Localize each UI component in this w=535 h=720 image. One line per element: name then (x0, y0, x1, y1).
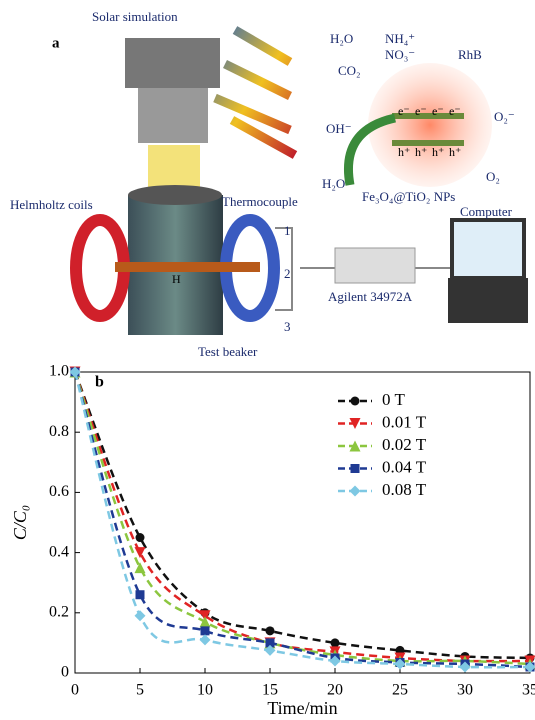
y-tick-label: 0 (61, 664, 69, 681)
label: RhB (458, 47, 482, 62)
marker (201, 626, 210, 635)
laptop-keys (448, 278, 528, 323)
hole: h⁺ (432, 145, 444, 159)
x-tick-label: 10 (197, 682, 213, 699)
series-line (75, 372, 530, 664)
label: NH₄⁺ (385, 31, 415, 46)
marker (350, 486, 361, 497)
label: Computer (460, 204, 513, 219)
label: CO₂ (338, 63, 361, 78)
legend-label: 0.08 T (382, 480, 427, 499)
label: Agilent 34972A (328, 289, 413, 304)
x-axis-label: Time/min (267, 698, 337, 718)
lamp (138, 88, 208, 143)
y-tick-label: 1.0 (49, 363, 69, 380)
label: H₂O (330, 31, 353, 46)
instrument (335, 248, 415, 283)
y-tick-label: 0.4 (49, 543, 69, 560)
figure: Solar simulation a H Helmholtz coils The… (0, 0, 535, 720)
marker (136, 590, 145, 599)
marker (135, 610, 146, 621)
marker (351, 464, 360, 473)
x-tick-label: 35 (522, 682, 535, 699)
x-tick-label: 30 (457, 682, 473, 699)
label: Fe₃O₄@TiO₂ NPs (362, 189, 455, 204)
y-tick-label: 0.2 (49, 603, 69, 620)
legend-label: 0.02 T (382, 435, 427, 454)
series-line (75, 372, 530, 667)
panel-label: b (95, 374, 104, 391)
marker (351, 397, 360, 406)
marker (135, 562, 146, 573)
hole: h⁺ (449, 145, 461, 159)
marker (200, 634, 211, 645)
y-tick-label: 0.8 (49, 423, 69, 440)
electron: e⁻ (415, 104, 427, 118)
label: H₂O (322, 176, 345, 191)
label: NO₃⁻ (385, 47, 415, 62)
beam (148, 145, 200, 190)
label: O₂⁻ (494, 109, 515, 124)
laptop (452, 220, 524, 278)
marker (136, 533, 145, 542)
electron: e⁻ (449, 104, 461, 118)
label: Test beaker (198, 344, 258, 359)
label: 1 (284, 223, 291, 238)
y-tick-label: 0.6 (49, 483, 69, 500)
label: Thermocouple (222, 194, 298, 209)
marker (135, 547, 146, 558)
x-tick-label: 0 (71, 682, 79, 699)
label: Helmholtz coils (10, 197, 93, 212)
light-arrows (215, 30, 295, 155)
electron: e⁻ (432, 104, 444, 118)
hole: h⁺ (398, 145, 410, 159)
electron: e⁻ (398, 104, 410, 118)
diagram: Solar simulation a H Helmholtz coils The… (10, 9, 528, 359)
label: O₂ (486, 169, 500, 184)
label: Solar simulation (92, 9, 178, 24)
legend-label: 0.01 T (382, 412, 427, 431)
marker (331, 638, 340, 647)
marker (266, 626, 275, 635)
legend-label: 0 T (382, 390, 405, 409)
label: OH⁻ (326, 121, 352, 136)
hole: h⁺ (415, 145, 427, 159)
x-tick-label: 15 (262, 682, 278, 699)
particle (368, 63, 492, 187)
label: 2 (284, 266, 291, 281)
plot-frame (75, 372, 530, 673)
y-axis-label: C/C₀ (10, 505, 30, 540)
chart: 0 5 10 15 20 25 30 35 0 0.2 0.4 0.6 0.8 1.0 Time/min C/… (10, 363, 535, 718)
label: H (172, 272, 181, 286)
x-tick-label: 5 (136, 682, 144, 699)
field-arrow (115, 262, 260, 272)
x-tick-label: 25 (392, 682, 408, 699)
label: 3 (284, 319, 291, 334)
beaker-top (128, 185, 222, 205)
lamp (125, 38, 220, 88)
x-tick-label: 20 (327, 682, 343, 699)
panel-label: a (52, 35, 60, 51)
legend-label: 0.04 T (382, 457, 427, 476)
